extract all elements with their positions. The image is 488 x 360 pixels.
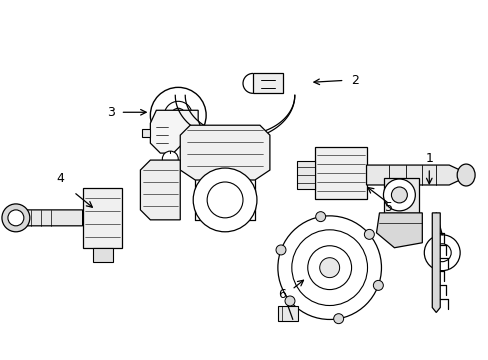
Polygon shape [431, 213, 439, 312]
Circle shape [307, 246, 351, 289]
Circle shape [275, 245, 285, 255]
Polygon shape [82, 188, 122, 248]
Circle shape [277, 216, 381, 319]
Circle shape [364, 229, 374, 239]
Circle shape [424, 235, 459, 271]
Circle shape [432, 244, 450, 262]
Circle shape [373, 280, 383, 291]
Text: 3: 3 [106, 106, 114, 119]
Circle shape [193, 168, 256, 232]
Bar [277, 306, 297, 321]
Circle shape [162, 151, 178, 167]
Circle shape [315, 212, 325, 222]
Text: 4: 4 [57, 171, 64, 185]
Polygon shape [19, 210, 82, 226]
Circle shape [333, 314, 343, 324]
Circle shape [164, 101, 192, 129]
Text: 1: 1 [425, 152, 432, 165]
Bar [92, 248, 112, 262]
Polygon shape [384, 178, 419, 213]
Circle shape [291, 230, 367, 306]
Circle shape [207, 182, 243, 218]
Circle shape [8, 210, 24, 226]
Circle shape [383, 179, 414, 211]
Circle shape [2, 204, 30, 232]
Ellipse shape [456, 164, 474, 186]
Polygon shape [142, 129, 150, 137]
Polygon shape [150, 110, 203, 153]
Text: 5: 5 [385, 201, 393, 215]
Circle shape [390, 187, 407, 203]
Polygon shape [366, 165, 461, 185]
Text: 2: 2 [350, 74, 358, 87]
Circle shape [171, 108, 185, 122]
Polygon shape [140, 160, 180, 220]
Bar [252, 73, 282, 93]
Text: 6: 6 [277, 288, 285, 301]
Circle shape [285, 296, 294, 306]
Polygon shape [180, 125, 269, 180]
Polygon shape [376, 213, 422, 248]
Bar [314, 147, 366, 199]
Circle shape [150, 87, 206, 143]
Circle shape [319, 258, 339, 278]
Bar [296, 161, 314, 189]
